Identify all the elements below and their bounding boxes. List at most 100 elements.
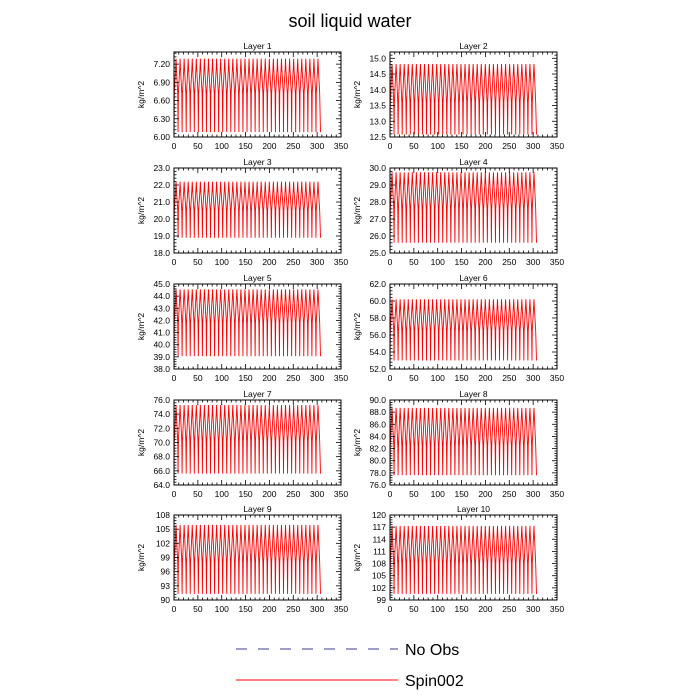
x-tick-label: 250 [286, 489, 300, 499]
figure-title: soil liquid water [288, 11, 411, 31]
x-tick-label: 150 [454, 604, 468, 614]
y-tick-label: 21.0 [153, 197, 170, 207]
plot-frame [389, 167, 558, 254]
x-tick-label: 50 [409, 373, 419, 383]
panel-layer-2: 0 50 100 150 200 250 300 350 12.5 13.0 13.5 14.0 14.… [352, 41, 564, 151]
x-tick-label: 300 [310, 141, 324, 151]
y-tick-label: 52.0 [369, 364, 386, 374]
y-tick-label: 26.0 [369, 231, 386, 241]
x-tick-label: 100 [215, 257, 229, 267]
y-tick-label: 40.0 [153, 340, 170, 350]
series-line-spin002 [389, 172, 537, 243]
y-tick-label: 99 [161, 553, 171, 563]
series-line-spin002 [173, 524, 321, 594]
x-tick-label: 350 [550, 604, 564, 614]
x-tick-label: 250 [502, 257, 516, 267]
series-line-spin002 [173, 181, 321, 238]
x-tick-label: 50 [193, 604, 203, 614]
y-axis-label: kg/m^2 [136, 429, 146, 456]
panel-title: Layer 1 [243, 41, 272, 51]
x-tick-label: 150 [238, 257, 252, 267]
y-tick-label: 18.0 [153, 248, 170, 258]
x-tick-label: 0 [388, 141, 393, 151]
panel-layer-7: 0 50 100 150 200 250 300 350 64.0 66.0 68.0 70.0 72.… [136, 389, 348, 499]
x-tick-label: 100 [215, 604, 229, 614]
y-tick-label: 108 [156, 510, 170, 520]
x-tick-label: 150 [238, 373, 252, 383]
y-tick-label: 6.00 [153, 132, 170, 142]
y-tick-label: 25.0 [369, 248, 386, 258]
x-tick-label: 350 [550, 373, 564, 383]
y-tick-label: 88.0 [369, 407, 386, 417]
panel-layer-8: 0 50 100 150 200 250 300 350 76.0 78.0 80.0 82.0 84.… [352, 389, 564, 499]
y-tick-label: 76.0 [153, 395, 170, 405]
x-tick-label: 0 [172, 257, 177, 267]
plot-frame [389, 514, 558, 601]
x-tick-label: 0 [388, 257, 393, 267]
x-tick-label: 100 [215, 489, 229, 499]
y-tick-label: 38.0 [153, 364, 170, 374]
x-tick-label: 250 [502, 604, 516, 614]
y-tick-label: 117 [372, 522, 386, 532]
y-tick-label: 105 [156, 524, 170, 534]
x-tick-label: 200 [262, 373, 276, 383]
y-axis-label: kg/m^2 [352, 81, 362, 108]
x-tick-label: 200 [478, 373, 492, 383]
x-tick-label: 100 [431, 141, 445, 151]
x-tick-label: 300 [310, 257, 324, 267]
y-tick-label: 66.0 [153, 466, 170, 476]
y-tick-label: 60.0 [369, 296, 386, 306]
x-tick-label: 50 [409, 141, 419, 151]
series-line-spin002 [389, 407, 537, 476]
x-tick-label: 300 [526, 489, 540, 499]
x-tick-label: 150 [454, 141, 468, 151]
y-tick-label: 64.0 [153, 480, 170, 490]
x-tick-label: 200 [262, 141, 276, 151]
legend-label-no-obs: No Obs [405, 642, 459, 659]
x-tick-label: 200 [262, 604, 276, 614]
y-tick-label: 30.0 [369, 163, 386, 173]
y-tick-label: 13.0 [369, 116, 386, 126]
series-line-spin002 [389, 299, 537, 361]
x-tick-label: 100 [215, 141, 229, 151]
x-tick-label: 150 [454, 489, 468, 499]
panel-layer-4: 0 50 100 150 200 250 300 350 25.0 26.0 27.0 28.0 29.… [352, 157, 564, 267]
y-tick-label: 78.0 [369, 468, 386, 478]
x-tick-label: 300 [526, 373, 540, 383]
x-tick-label: 50 [193, 141, 203, 151]
x-tick-label: 100 [215, 373, 229, 383]
panel-title: Layer 6 [459, 273, 488, 283]
y-tick-label: 80.0 [369, 456, 386, 466]
x-tick-label: 350 [334, 604, 348, 614]
x-tick-label: 0 [172, 489, 177, 499]
x-tick-label: 300 [310, 604, 324, 614]
series-line-spin002 [173, 58, 321, 133]
series-line-spin002 [173, 289, 321, 357]
y-tick-label: 111 [373, 546, 386, 556]
y-tick-label: 15.0 [369, 53, 386, 63]
y-axis-label: kg/m^2 [352, 197, 362, 224]
x-tick-label: 150 [454, 257, 468, 267]
panel-title: Layer 3 [243, 157, 272, 167]
y-tick-label: 45.0 [153, 279, 170, 289]
x-tick-label: 50 [193, 373, 203, 383]
y-axis-label: kg/m^2 [136, 544, 146, 571]
panel-title: Layer 10 [457, 504, 490, 514]
y-tick-label: 6.60 [153, 96, 170, 106]
y-tick-label: 84.0 [369, 431, 386, 441]
y-axis-label: kg/m^2 [136, 81, 146, 108]
y-tick-label: 14.0 [369, 85, 386, 95]
x-tick-label: 350 [334, 257, 348, 267]
panel-title: Layer 2 [459, 41, 488, 51]
y-tick-label: 70.0 [153, 438, 170, 448]
plot-frame [389, 399, 558, 486]
x-tick-label: 150 [454, 373, 468, 383]
x-tick-label: 250 [502, 373, 516, 383]
plot-frame [389, 51, 558, 138]
x-tick-label: 350 [550, 257, 564, 267]
y-tick-label: 54.0 [369, 347, 386, 357]
series-line-spin002 [389, 525, 537, 594]
x-tick-label: 250 [286, 257, 300, 267]
series-line-spin002 [389, 63, 537, 135]
